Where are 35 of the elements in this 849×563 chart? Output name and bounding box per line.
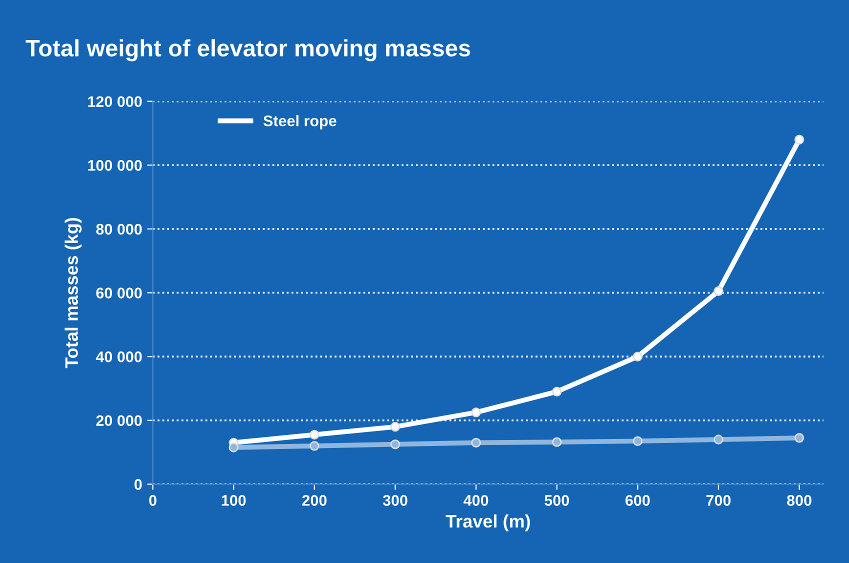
point [228,442,238,452]
y-tick-label: 0 [134,479,142,490]
point [714,434,724,444]
x-tick-label: 100 [222,495,246,506]
point [632,436,643,446]
x-tick-label: 0 [149,495,156,506]
point [552,386,562,397]
point [714,286,724,296]
x-tick-label: 400 [464,495,488,506]
x-tick-label: 500 [544,495,569,506]
x-tick-label: 300 [382,495,408,506]
point [794,134,804,144]
y-tick-label: 20 000 [96,415,142,426]
y-axis-title: Total masses (kg) [64,218,82,368]
point [552,437,562,447]
x-tick-label: 700 [706,495,731,506]
legend-label: Steel rope [263,115,336,130]
point [471,408,481,418]
y-tick-label: 40 000 [96,351,142,362]
y-tick-label: 100 000 [88,160,142,171]
x-tick-label: 600 [625,495,650,506]
y-tick-label: 60 000 [96,288,142,298]
point [310,441,320,451]
x-tick-label: 800 [787,495,812,506]
y-tick-label: 80 000 [96,224,142,235]
x-tick-label: 200 [302,495,327,506]
point [310,430,320,440]
y-tick-label: 120 000 [88,96,142,108]
point [471,438,481,448]
chart-title: Total weight of elevator moving masses [26,39,470,62]
point [632,352,643,362]
point [390,422,400,432]
point [390,439,400,450]
x-axis-title: Travel (m) [446,514,530,532]
point [794,433,804,443]
